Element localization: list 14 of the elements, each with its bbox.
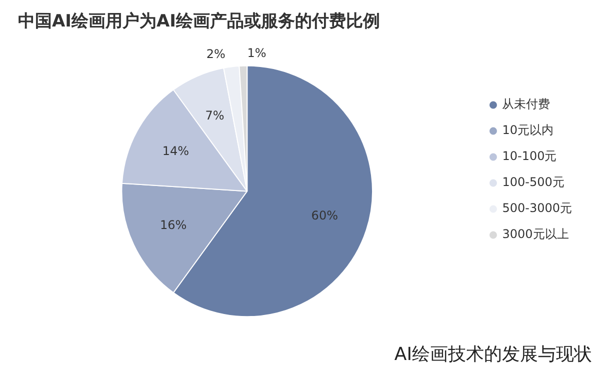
- legend-label: 3000元以上: [502, 227, 569, 242]
- text: AI绘画技术的发展与现状: [393, 343, 592, 366]
- legend-label: 从未付费: [502, 97, 550, 112]
- legend-label: 10元以内: [502, 123, 554, 138]
- data-label: 14%: [162, 144, 190, 158]
- data-label: 16%: [160, 218, 187, 232]
- legend-label: 100-500元: [502, 175, 564, 190]
- legend-label: 500-3000元: [502, 201, 572, 216]
- data-label: 60%: [311, 208, 338, 223]
- data-label: 2%: [206, 47, 226, 62]
- data-label: 1%: [247, 46, 266, 60]
- legend-label: 10-100元: [502, 149, 557, 164]
- data-label: 7%: [205, 108, 224, 123]
- chart-title: 中国AI绘画用户为AI绘画产品或服务的付费比例: [18, 12, 380, 32]
